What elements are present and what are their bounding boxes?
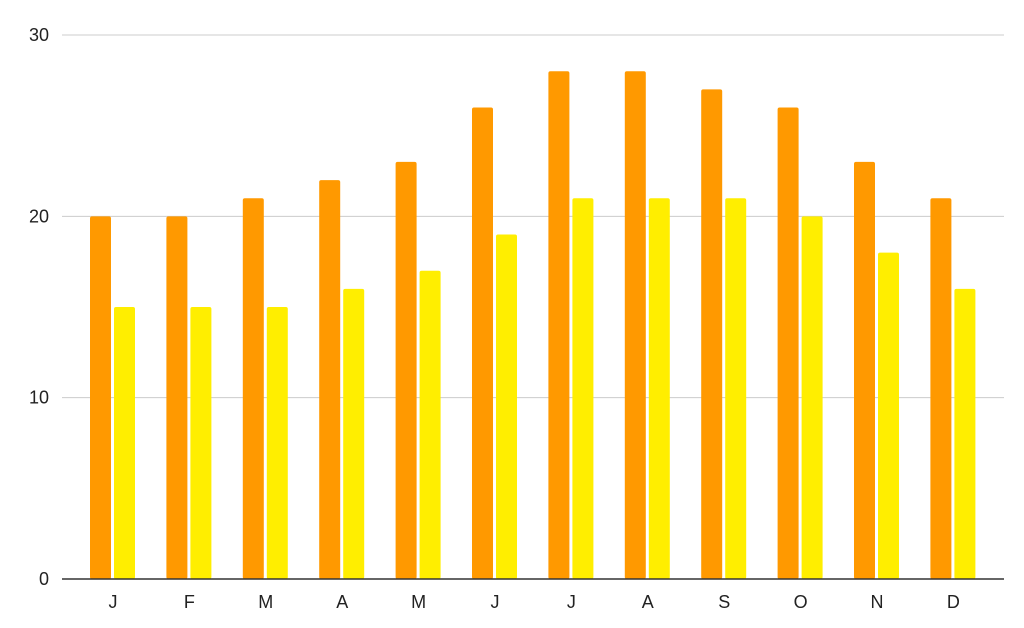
x-tick-label-jan: J <box>109 592 118 612</box>
y-tick-label-1: 10 <box>29 388 49 408</box>
bar-series2-9 <box>725 198 747 579</box>
bar-series2-1 <box>114 307 135 579</box>
x-tick-label-feb: F <box>184 592 195 612</box>
bar-series1-6 <box>472 107 493 580</box>
x-tick-label-apr: A <box>336 592 348 612</box>
x-tick-label-mar: M <box>258 592 273 612</box>
bar-series1-9 <box>701 89 723 580</box>
x-tick-label-jun: J <box>491 592 500 612</box>
bar-series1-8 <box>624 71 646 580</box>
bar-series2-5 <box>419 270 441 579</box>
bar-series2-8 <box>648 198 670 579</box>
bar-series2-3 <box>266 307 288 579</box>
bar-series2-6 <box>496 234 517 579</box>
y-tick-label-2: 20 <box>29 206 49 226</box>
x-tick-label-may: M <box>411 592 426 612</box>
bar-series2-2 <box>190 307 212 579</box>
bar-series2-11 <box>878 252 899 579</box>
bar-series2-4 <box>343 288 365 579</box>
bar-series1-10 <box>777 107 799 580</box>
y-tick-label-0: 0 <box>39 569 49 589</box>
bar-series2-12 <box>954 288 976 579</box>
x-tick-label-jul: J <box>567 592 576 612</box>
x-tick-label-nov: N <box>871 592 884 612</box>
bar-series <box>90 71 976 580</box>
x-tick-label-aug: A <box>642 592 654 612</box>
bar-series1-1 <box>90 216 111 580</box>
bar-series1-3 <box>242 198 264 579</box>
bar-series1-2 <box>166 216 188 580</box>
y-tick-labels: 0 10 20 30 <box>29 25 49 589</box>
bar-series1-5 <box>395 161 417 579</box>
x-tick-label-sep: S <box>718 592 730 612</box>
bar-series2-7 <box>572 198 594 579</box>
x-tick-labels: J F M A M J J A S O N D <box>109 592 960 612</box>
bar-series2-10 <box>801 216 823 580</box>
x-tick-label-dec: D <box>947 592 960 612</box>
bar-series1-11 <box>854 161 875 579</box>
x-tick-label-oct: O <box>794 592 808 612</box>
bar-series1-7 <box>548 71 570 580</box>
bar-series1-12 <box>930 198 952 579</box>
bar-series1-4 <box>319 180 341 580</box>
y-tick-label-3: 30 <box>29 25 49 45</box>
grid-lines <box>62 34 1004 399</box>
